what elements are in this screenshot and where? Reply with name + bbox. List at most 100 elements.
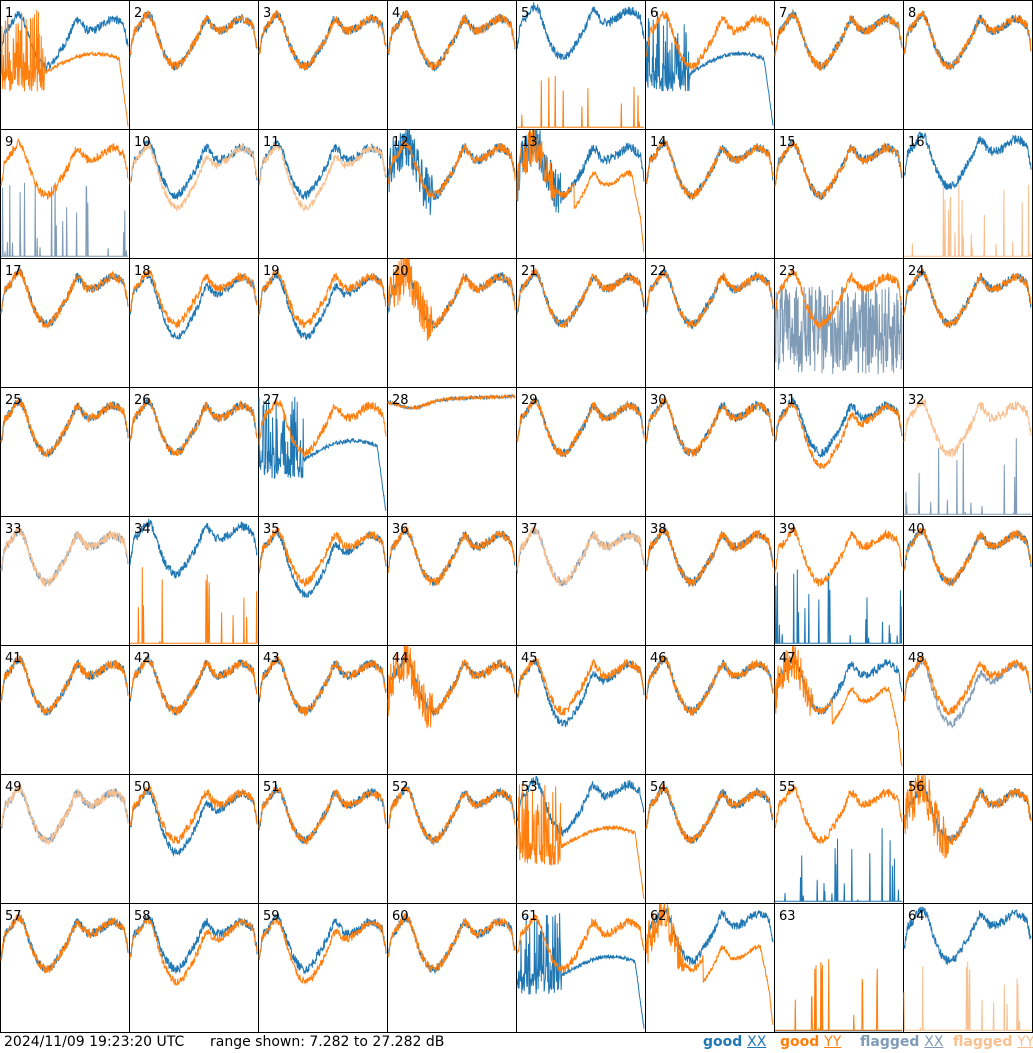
panel-label-13: 13	[521, 135, 538, 150]
series-yy-32	[903, 397, 1032, 458]
panel-1: 1	[0, 0, 130, 130]
panel-label-32: 32	[908, 393, 925, 408]
panel-9: 9	[0, 129, 130, 259]
panel-label-11: 11	[263, 135, 280, 150]
panel-label-64: 64	[908, 909, 925, 924]
panel-label-16: 16	[908, 135, 925, 150]
panel-52: 52	[387, 774, 517, 904]
series-yy-33	[0, 527, 129, 588]
series-yy-46	[645, 655, 774, 717]
panel-label-27: 27	[263, 393, 280, 408]
series-yy-29	[516, 396, 645, 458]
panel-label-28: 28	[392, 393, 409, 408]
legend-good-yy: good YY	[780, 1034, 841, 1050]
series-yy-18	[129, 268, 258, 329]
series-yy-42	[129, 655, 258, 716]
series-yy-60	[387, 911, 516, 973]
panel-51: 51	[258, 774, 388, 904]
panel-label-44: 44	[392, 651, 409, 666]
panel-label-30: 30	[650, 393, 667, 408]
legend-flagged-yy: flagged YY	[953, 1034, 1033, 1050]
panel-label-19: 19	[263, 264, 280, 279]
panel-label-23: 23	[779, 264, 796, 279]
panel-58: 58	[129, 903, 259, 1033]
legend-flagged-xx: flagged XX	[860, 1034, 943, 1050]
series-xx-64	[903, 906, 1032, 966]
panel-label-43: 43	[263, 651, 280, 666]
panel-label-22: 22	[650, 264, 667, 279]
panel-label-51: 51	[263, 780, 280, 795]
series-xx-6	[645, 11, 774, 126]
panel-label-42: 42	[134, 651, 151, 666]
panel-label-39: 39	[779, 522, 796, 537]
panel-43: 43	[258, 645, 388, 775]
series-yy-51	[258, 786, 387, 846]
panel-label-25: 25	[5, 393, 22, 408]
panel-47: 47	[774, 645, 904, 775]
series-yy-52	[387, 786, 516, 846]
panel-46: 46	[645, 645, 775, 775]
series-yy-43	[258, 655, 387, 718]
series-yy-45	[516, 656, 645, 716]
series-yy-58	[129, 916, 258, 986]
panel-23: 23	[774, 258, 904, 388]
panel-18: 18	[129, 258, 259, 388]
panel-label-53: 53	[521, 780, 538, 795]
panel-label-14: 14	[650, 135, 667, 150]
panel-label-61: 61	[521, 909, 538, 924]
panel-28: 28	[387, 387, 517, 517]
series-yy-54	[645, 782, 774, 845]
series-yy-15	[774, 140, 903, 200]
series-xx-23	[774, 285, 903, 375]
panel-63: 63	[774, 903, 904, 1033]
panel-label-9: 9	[5, 135, 13, 150]
series-yy-5	[517, 75, 644, 128]
series-yy-24	[903, 268, 1032, 328]
series-yy-62	[645, 903, 774, 1025]
panel-label-29: 29	[521, 393, 538, 408]
panel-label-24: 24	[908, 264, 925, 279]
panel-29: 29	[516, 387, 646, 517]
panel-8: 8	[903, 0, 1033, 130]
legend-good-yy-key: YY	[824, 1034, 842, 1050]
series-yy-10	[129, 142, 258, 212]
panel-label-48: 48	[908, 651, 925, 666]
panel-17: 17	[0, 258, 130, 388]
panel-label-60: 60	[392, 909, 409, 924]
panel-label-35: 35	[263, 522, 280, 537]
panel-frame	[516, 0, 646, 130]
panel-label-63: 63	[779, 909, 796, 924]
panel-label-47: 47	[779, 651, 796, 666]
panel-19: 19	[258, 258, 388, 388]
series-yy-22	[645, 269, 774, 329]
series-yy-49	[0, 783, 129, 846]
panel-label-7: 7	[779, 6, 787, 21]
series-yy-26	[129, 397, 258, 456]
panel-2: 2	[129, 0, 259, 130]
panel-label-1: 1	[5, 6, 13, 21]
panel-label-20: 20	[392, 264, 409, 279]
legend-good-xx: good XX	[703, 1034, 766, 1050]
panel-5: 5	[516, 0, 646, 130]
series-yy-40	[903, 526, 1032, 587]
legend-good-xx-prefix: good	[703, 1034, 743, 1050]
panel-50: 50	[129, 774, 259, 904]
panel-38: 38	[645, 516, 775, 646]
panel-label-6: 6	[650, 6, 658, 21]
series-yy-35	[258, 526, 387, 589]
panel-48: 48	[903, 645, 1033, 775]
panel-label-37: 37	[521, 522, 538, 537]
series-yy-12	[387, 140, 516, 200]
series-xx-16	[903, 131, 1032, 191]
series-yy-16	[904, 184, 1032, 257]
series-yy-17	[0, 268, 129, 329]
panel-label-18: 18	[134, 264, 151, 279]
panel-36: 36	[387, 516, 517, 646]
series-yy-9	[0, 137, 129, 200]
panel-61: 61	[516, 903, 646, 1033]
panel-label-21: 21	[521, 264, 538, 279]
panel-62: 62	[645, 903, 775, 1033]
series-yy-61	[516, 913, 645, 974]
panel-30: 30	[645, 387, 775, 517]
series-xx-24	[903, 268, 1032, 329]
